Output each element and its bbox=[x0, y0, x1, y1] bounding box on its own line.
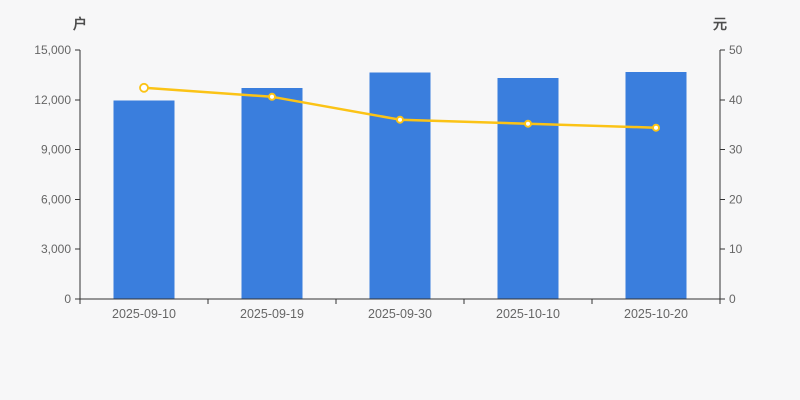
right-axis-tick-label: 10 bbox=[729, 242, 743, 256]
bar-2025-09-30 bbox=[369, 72, 431, 299]
right-axis-tick-label: 40 bbox=[729, 93, 743, 107]
right-axis-tick-label: 30 bbox=[729, 143, 743, 157]
x-axis-label: 2025-10-20 bbox=[624, 307, 688, 321]
line-point-2025-10-20 bbox=[652, 123, 660, 132]
left-axis-tick-label: 0 bbox=[64, 292, 71, 306]
bar-2025-09-19 bbox=[241, 88, 303, 299]
left-axis-tick-label: 12,000 bbox=[34, 93, 71, 107]
bar-2025-10-10 bbox=[497, 78, 559, 299]
x-axis-label: 2025-09-19 bbox=[240, 307, 304, 321]
line-point-2025-09-19 bbox=[268, 92, 276, 101]
bar-2025-09-10 bbox=[113, 100, 175, 299]
left-axis-tick-label: 9,000 bbox=[41, 143, 71, 157]
left-axis-tick-label: 6,000 bbox=[41, 192, 71, 206]
right-axis-tick-label: 20 bbox=[729, 192, 743, 206]
x-axis-label: 2025-10-10 bbox=[496, 307, 560, 321]
bar-2025-10-20 bbox=[625, 72, 687, 299]
left-axis-tick-label: 3,000 bbox=[41, 242, 71, 256]
line-point-2025-09-10 bbox=[139, 82, 149, 93]
x-axis-label: 2025-09-10 bbox=[112, 307, 176, 321]
line-point-2025-10-10 bbox=[524, 119, 532, 128]
left-axis-tick-label: 15,000 bbox=[34, 43, 71, 57]
left-axis-unit-label: 户 bbox=[73, 16, 87, 32]
line-point-2025-09-30 bbox=[396, 115, 404, 124]
right-axis-tick-label: 0 bbox=[729, 292, 736, 306]
right-axis-tick-label: 50 bbox=[729, 43, 743, 57]
x-axis-label: 2025-09-30 bbox=[368, 307, 432, 321]
right-axis-unit-label: 元 bbox=[713, 16, 727, 32]
